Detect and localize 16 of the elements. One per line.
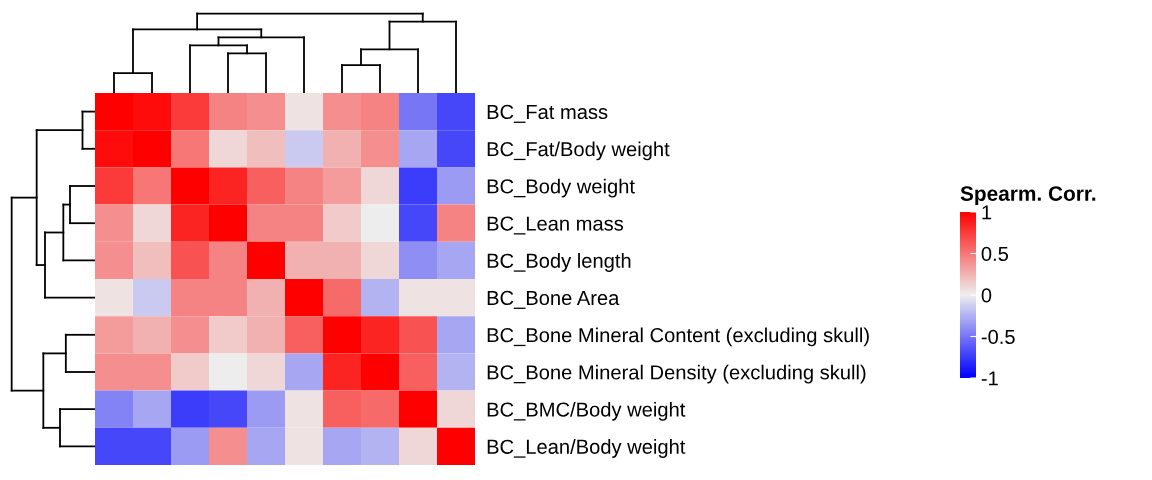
y-tick-label: BC_Lean/Body weight <box>487 439 686 458</box>
color-bar-title: Spearm. Corr. <box>960 186 1096 205</box>
y-tick-label: BC_Bone Mineral Density (excluding skull) <box>487 364 866 384</box>
y-tick-label: BC_Lean mass <box>487 216 624 235</box>
color-bar-label: -0.5 <box>981 329 1015 344</box>
color-bar-label: 0.5 <box>981 246 1009 261</box>
y-tick-label: BC_Fat/Body weight <box>487 141 670 161</box>
y-tick-label: BC_Bone Area <box>487 290 620 309</box>
y-tick-label: BC_Body weight <box>487 178 635 198</box>
y-tick-label: BC_Fat mass <box>487 104 608 123</box>
y-tick-label: BC_Body length <box>487 253 631 272</box>
color-bar-label: -1 <box>981 371 998 386</box>
color-bar-label: 1 <box>982 205 992 220</box>
y-tick-label: BC_BMC/Body weight <box>487 401 686 421</box>
color-bar-label: 0 <box>981 288 992 303</box>
y-tick-label: BC_Bone Mineral Content (excluding skull) <box>487 327 869 347</box>
